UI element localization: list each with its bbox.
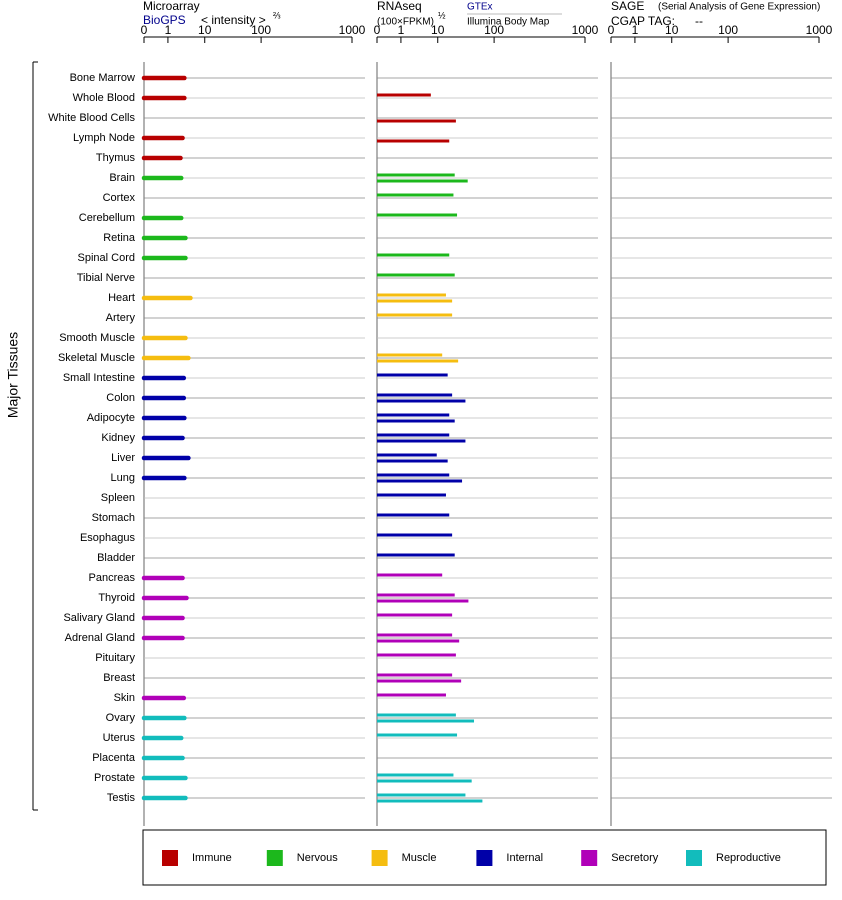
category-label: Kidney [101,432,135,444]
panel-source: BioGPS [143,13,186,27]
category-label: Tibial Nerve [77,272,135,284]
panel-subtitle: (Serial Analysis of Gene Expression) [658,2,820,13]
legend-label: Reproductive [716,852,781,864]
x-tick-label: 100 [718,23,738,37]
tag-value: -- [695,14,703,28]
x-tick-label: 0 [608,23,615,37]
category-label: Ovary [106,712,136,724]
category-label: Colon [106,392,135,404]
category-label: Retina [103,232,136,244]
category-label: Pancreas [89,572,136,584]
category-label: Thymus [96,152,136,164]
legend-swatch [581,850,598,866]
panel-title: SAGE [611,0,644,13]
y-axis-label: Major Tissues [5,332,21,418]
category-label: Skeletal Muscle [58,352,135,364]
legend-label: Muscle [402,852,437,864]
legend-swatch [371,850,388,866]
panel-title: Microarray [143,0,200,13]
category-label: Lung [111,472,135,484]
x-tick-label: 1 [398,23,405,37]
category-label: Testis [107,792,136,804]
series-label: GTEx [467,2,493,13]
x-tick-label: 0 [374,23,381,37]
tag-label: CGAP TAG: [611,14,675,28]
category-label: Spleen [101,492,135,504]
category-label: Cortex [103,192,136,204]
x-tick-label: 1 [632,23,639,37]
axis-exponent: ½ [438,10,446,20]
category-label: Breast [103,672,135,684]
category-label: Uterus [103,732,136,744]
category-label: Placenta [92,752,136,764]
category-label: Skin [114,692,135,704]
category-label: Thyroid [98,592,135,604]
x-tick-label: 1000 [339,23,366,37]
axis-label: < intensity > [201,13,266,27]
x-tick-label: 10 [198,23,212,37]
category-label: Prostate [94,772,135,784]
legend-label: Secretory [611,852,659,864]
category-label: White Blood Cells [48,112,135,124]
category-label: Adrenal Gland [65,632,135,644]
category-label: Salivary Gland [63,612,135,624]
legend-label: Immune [192,852,232,864]
category-label: Artery [106,312,136,324]
x-tick-label: 100 [251,23,271,37]
x-tick-label: 0 [141,23,148,37]
category-label: Esophagus [80,532,136,544]
legend-swatch [266,850,283,866]
panel-title: RNAseq [377,0,422,13]
x-tick-label: 1000 [572,23,599,37]
category-label: Liver [111,452,135,464]
category-label: Whole Blood [73,92,135,104]
axis-label: (100×FPKM) [377,17,434,28]
category-label: Bladder [97,552,135,564]
legend-label: Internal [506,852,543,864]
legend-label: Nervous [297,852,338,864]
legend-swatch [686,850,702,866]
x-tick-label: 10 [431,23,445,37]
category-label: Lymph Node [73,132,135,144]
series-label: Illumina Body Map [467,17,550,28]
category-label: Stomach [92,512,135,524]
category-label: Brain [109,172,135,184]
category-label: Smooth Muscle [59,332,135,344]
category-label: Pituitary [95,652,135,664]
category-label: Cerebellum [79,212,135,224]
category-label: Spinal Cord [78,252,135,264]
category-label: Heart [108,292,135,304]
x-tick-label: 100 [484,23,504,37]
legend-box [142,829,827,886]
x-tick-label: 1 [165,23,172,37]
legend-swatch [476,850,493,866]
x-tick-label: 1000 [806,23,833,37]
legend-swatch [162,850,178,866]
category-label: Small Intestine [63,372,135,384]
axis-exponent: ⅔ [273,10,281,20]
category-label: Bone Marrow [70,72,135,84]
x-tick-label: 10 [665,23,679,37]
category-label: Adipocyte [87,412,135,424]
